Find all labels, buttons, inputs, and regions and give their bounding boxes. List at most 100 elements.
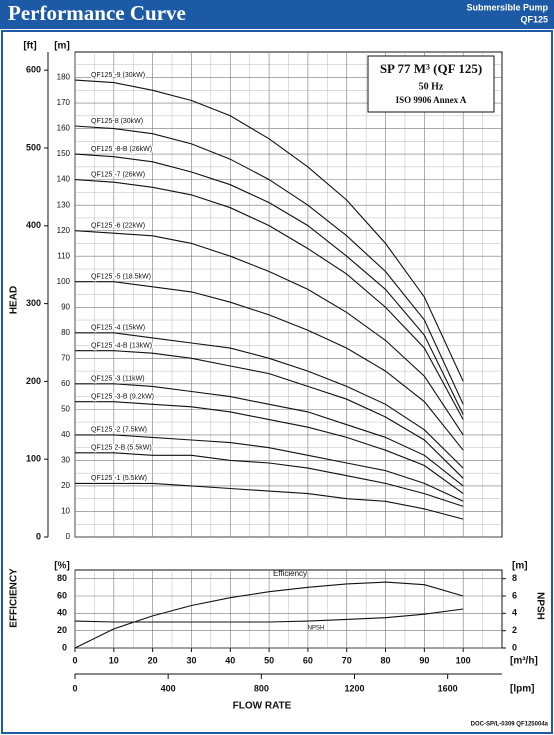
annotation: 50 Hz [419, 81, 444, 92]
curve-label: QF125 -1 (5.5kW) [91, 475, 147, 482]
y-tick-label: 160 [57, 124, 71, 133]
footnote: DOC-SP/L-0309 QF125004a [471, 722, 549, 728]
y-tick-label: 20 [61, 481, 70, 490]
curve [75, 401, 464, 495]
curve-label: QF125 -8-B (26kW) [91, 146, 152, 153]
y2-tick-label: 200 [26, 376, 41, 386]
y2-tick-label: 0 [36, 531, 41, 541]
y2-tick-label: 400 [26, 220, 41, 230]
curve-label: QF125 -2 (7.5kW) [91, 427, 147, 434]
x2-tick-label: 800 [254, 683, 269, 693]
curve-label: QF125 -3 (11kW) [91, 376, 145, 383]
x-tick-label: 30 [186, 655, 196, 665]
y2-tick-label: 0 [512, 642, 517, 652]
y2-tick-label: 500 [26, 142, 41, 152]
curve-label: QF125-8 (30kW) [91, 118, 143, 125]
x-tick-label: 70 [342, 655, 352, 665]
x-tick-label: 0 [72, 655, 77, 665]
y2-tick-label: 300 [26, 298, 41, 308]
y-tick-label: 130 [57, 200, 71, 209]
curve [74, 230, 464, 436]
y2-tick-label: 8 [512, 573, 517, 583]
curve-label: QF125 -9 (30kW) [91, 72, 145, 79]
y2-tick-label: 6 [512, 590, 517, 600]
curve-label: QF125 -4-B (13kW) [91, 343, 152, 350]
series-label: NPSH [308, 626, 325, 632]
y-tick-label: 0 [66, 532, 71, 541]
y-tick-label: 180 [57, 73, 71, 82]
y-tick-label: 40 [61, 430, 70, 439]
x-axis-title: FLOW RATE [233, 701, 292, 712]
x2-tick-label: 400 [161, 683, 176, 693]
x-unit: [m³/h] [510, 656, 538, 667]
x-tick-label: 40 [225, 655, 235, 665]
y-tick-label: 0 [62, 642, 67, 652]
y-tick-label: 90 [61, 302, 70, 311]
y-tick-label: 30 [61, 456, 70, 465]
curve-label: QF125 -7 (26kW) [91, 171, 145, 178]
frame [1, 30, 553, 734]
annotation: ISO 9906 Annex A [396, 95, 467, 105]
series-label: Efficiency [273, 569, 307, 578]
y-tick-label: 140 [57, 175, 71, 184]
curve-label: QF125 -3-B (9.2kW) [91, 394, 154, 401]
curve [75, 281, 464, 451]
y-unit: [m] [54, 41, 70, 52]
curve-label: QF125 -6 (22kW) [91, 223, 145, 230]
x-tick-label: 100 [456, 655, 471, 665]
x2-tick-label: 0 [72, 683, 77, 693]
curve [75, 383, 464, 487]
curve [74, 608, 464, 623]
charts: 0 10 20 30 40 50 60 70 80 90 100010203040506070809… [26, 51, 517, 693]
curve [75, 482, 464, 520]
y-tick-label: 50 [61, 404, 70, 413]
x-tick-label: 20 [148, 655, 158, 665]
x-tick-label: 10 [109, 655, 119, 665]
x-tick-label: 90 [419, 655, 429, 665]
y2-tick-label: 100 [26, 454, 41, 464]
y-tick-label: 40 [57, 608, 67, 618]
x-tick-label: 50 [264, 655, 274, 665]
subtitle: QF125 [520, 14, 548, 24]
curve [74, 179, 464, 420]
y2-unit: [ft] [23, 41, 36, 52]
x-tick-label: 80 [381, 655, 391, 665]
header-bar [0, 0, 554, 29]
y2-unit: [m] [512, 561, 528, 572]
y-tick-label: 10 [61, 507, 70, 516]
curve-label: QF125 2-B (5.5kW) [91, 445, 152, 452]
page-title: Performance Curve [8, 1, 186, 25]
y2-tick-label: 600 [26, 65, 41, 75]
y-tick-label: 60 [57, 590, 67, 600]
y-tick-label: 120 [57, 226, 71, 235]
subtitle: Submersible Pump [466, 2, 548, 12]
y-axis-title: EFFICIENCY [9, 568, 20, 628]
x2-tick-label: 1600 [438, 683, 458, 693]
curve [74, 125, 464, 405]
y-tick-label: 20 [57, 625, 67, 635]
x-tick-label: 60 [303, 655, 313, 665]
curve [74, 79, 464, 382]
y2-axis-title: NPSH [534, 592, 545, 620]
y-tick-label: 70 [61, 353, 70, 362]
y-tick-label: 100 [57, 277, 71, 286]
x2-tick-label: 1200 [344, 683, 364, 693]
x2-unit: [lpm] [510, 684, 534, 695]
y-tick-label: 80 [57, 573, 67, 583]
annotation: SP 77 M³ (QF 125) [380, 61, 482, 76]
curve [75, 350, 464, 479]
y-axis-title: HEAD [9, 286, 20, 314]
curve [74, 153, 464, 415]
y-tick-label: 60 [61, 379, 70, 388]
curve [75, 452, 464, 507]
y-tick-label: 80 [61, 328, 70, 337]
y-tick-label: 110 [57, 251, 70, 260]
curve [75, 332, 464, 469]
curve-label: QF125 -5 (18.5kW) [91, 274, 151, 281]
y-tick-label: 170 [57, 98, 71, 107]
y-unit: [%] [54, 561, 70, 572]
curve-label: QF125 -4 (15kW) [91, 325, 145, 332]
curve [74, 581, 464, 649]
y2-tick-label: 2 [512, 625, 517, 635]
